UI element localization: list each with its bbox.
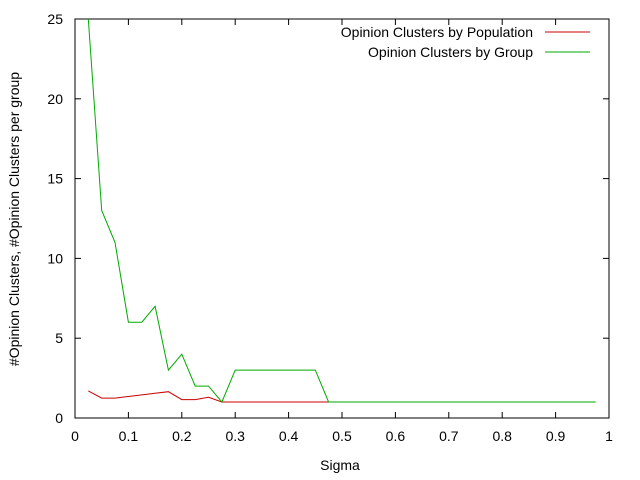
y-axis-title: #Opinion Clusters, #Opinion Clusters per…	[6, 72, 22, 366]
legend: Opinion Clusters by Population Opinion C…	[341, 24, 590, 60]
legend-label-population: Opinion Clusters by Population	[341, 24, 533, 40]
series-line-1	[87, 18, 596, 403]
x-axis-title: Sigma	[320, 457, 360, 473]
y-tick-labels: 0 5 10 15 20 25	[47, 11, 63, 426]
x-tick-label: 1	[605, 428, 613, 444]
y-tick-label: 25	[47, 11, 63, 27]
x-tick-label: 0	[71, 428, 79, 444]
y-tick-label: 15	[47, 171, 63, 187]
x-tick-label: 0.9	[546, 428, 566, 444]
plot-frame	[74, 18, 610, 419]
x-tick-label: 0.2	[172, 428, 192, 444]
x-tick-label: 0.4	[279, 428, 299, 444]
y-tick-label: 20	[47, 91, 63, 107]
series-line-0	[88, 390, 596, 403]
tick-marks	[74, 18, 610, 419]
x-tick-label: 0.5	[332, 428, 352, 444]
x-tick-label: 0.8	[492, 428, 512, 444]
y-tick-label: 5	[55, 330, 63, 346]
x-tick-label: 0.3	[225, 428, 245, 444]
legend-label-group: Opinion Clusters by Group	[368, 44, 533, 60]
x-tick-label: 0.7	[439, 428, 459, 444]
series-lines	[87, 18, 596, 403]
y-tick-label: 10	[47, 250, 63, 266]
x-tick-label: 0.1	[119, 428, 139, 444]
x-tick-labels: 0 0.1 0.2 0.3 0.4 0.5 0.6 0.7 0.8 0.9 1	[71, 428, 613, 444]
x-tick-label: 0.6	[386, 428, 406, 444]
y-tick-label: 0	[55, 410, 63, 426]
